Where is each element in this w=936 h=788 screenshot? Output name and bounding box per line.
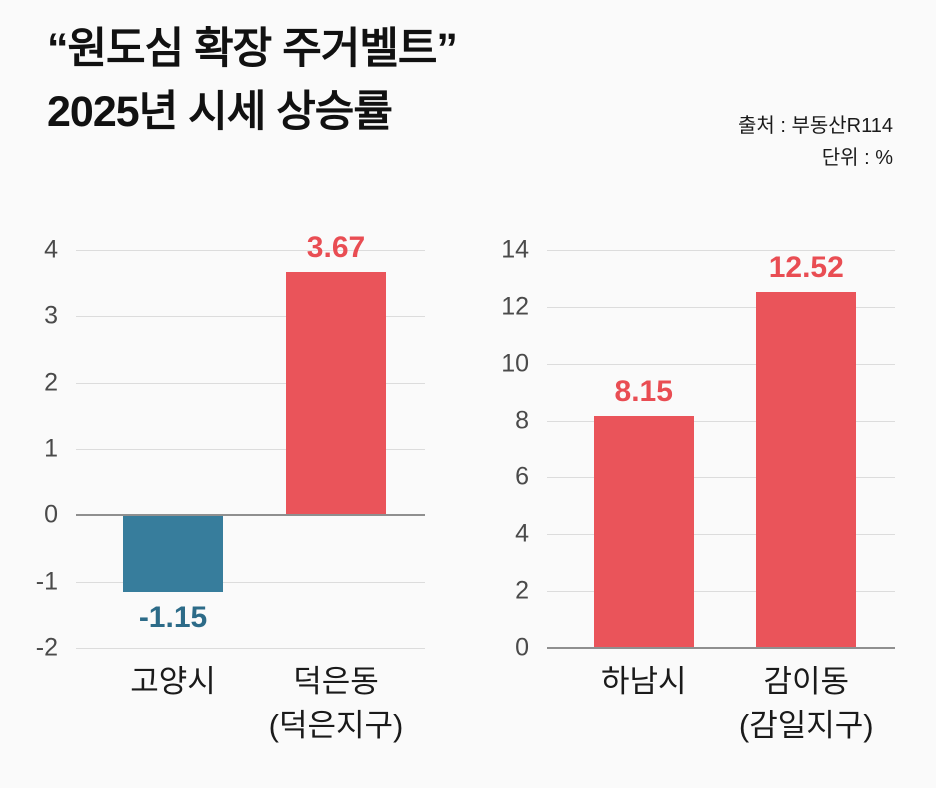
gridline <box>547 534 895 536</box>
x-category-line1: 하남시 <box>600 664 687 699</box>
x-category-line2: (덕은지구) <box>268 708 404 743</box>
source-note: 출처 : 부동산R114 단위 : % <box>738 110 893 174</box>
x-category-line1: 고양시 <box>130 664 216 699</box>
chart-hanam-gami: 14 12 10 8 6 4 2 0 8.15 하남시 12.52 감이동 (감일지구) <box>501 237 895 743</box>
gridline <box>76 250 425 251</box>
gridline <box>76 316 425 318</box>
y-tick-label: -2 <box>35 633 58 662</box>
gridline <box>547 477 895 479</box>
gridline <box>76 382 425 384</box>
x-category-line2: (감일지구) <box>738 708 874 743</box>
bar-감이동 <box>756 292 857 648</box>
y-tick-label: 3 <box>44 301 58 330</box>
page-title-line2: 2025년 시세 상승률 <box>47 88 393 136</box>
x-category-label: 하남시 <box>524 660 764 704</box>
gridline <box>547 306 895 308</box>
gridline <box>547 250 895 251</box>
value-label: -1.15 <box>138 600 208 634</box>
chart-goyang-deokeun: 4 3 2 1 0 -1 -2 -1.15 고양시 3.67 덕은동 (덕은지구) <box>36 231 425 743</box>
value-label: 8.15 <box>614 375 673 409</box>
x-category-line1: 감이동 <box>763 664 850 699</box>
x-category-label: 고양시 <box>53 660 293 704</box>
y-tick-label: 8 <box>515 406 529 435</box>
gridline <box>76 648 425 649</box>
source-label: 출처 : 부동산R114 <box>738 115 893 137</box>
gridline <box>547 591 895 593</box>
value-label: 12.52 <box>768 251 844 285</box>
y-tick-label: -1 <box>35 567 58 596</box>
gridline <box>76 581 425 583</box>
gridline <box>76 449 425 450</box>
y-tick-label: 14 <box>501 235 529 264</box>
page-title-line1: “원도심 확장 주거벨트” <box>47 25 458 73</box>
zero-axis-line <box>76 514 425 517</box>
bar-하남시 <box>593 416 694 648</box>
bar-고양시 <box>123 515 224 592</box>
y-tick-label: 6 <box>515 462 529 491</box>
x-category-line1: 덕은동 <box>293 664 379 699</box>
gridline <box>547 420 895 422</box>
y-tick-label: 10 <box>501 349 529 378</box>
zero-axis-line <box>547 647 895 649</box>
x-category-label: 감이동 (감일지구) <box>686 660 926 748</box>
y-tick-label: 0 <box>44 500 58 529</box>
y-tick-label: 2 <box>515 576 529 605</box>
gridline <box>547 363 895 365</box>
y-tick-label: 12 <box>501 292 529 321</box>
value-label: 3.67 <box>306 230 366 264</box>
y-tick-label: 2 <box>44 368 58 397</box>
unit-label: 단위 : % <box>821 147 893 169</box>
y-tick-label: 4 <box>44 235 58 264</box>
y-tick-label: 4 <box>515 519 529 548</box>
page-title: “원도심 확장 주거벨트” 2025년 시세 상승률 <box>47 18 458 144</box>
bar-덕은동 <box>286 271 386 516</box>
y-tick-label: 0 <box>515 633 529 662</box>
y-tick-label: 1 <box>44 434 58 463</box>
x-category-label: 덕은동 (덕은지구) <box>216 660 456 748</box>
